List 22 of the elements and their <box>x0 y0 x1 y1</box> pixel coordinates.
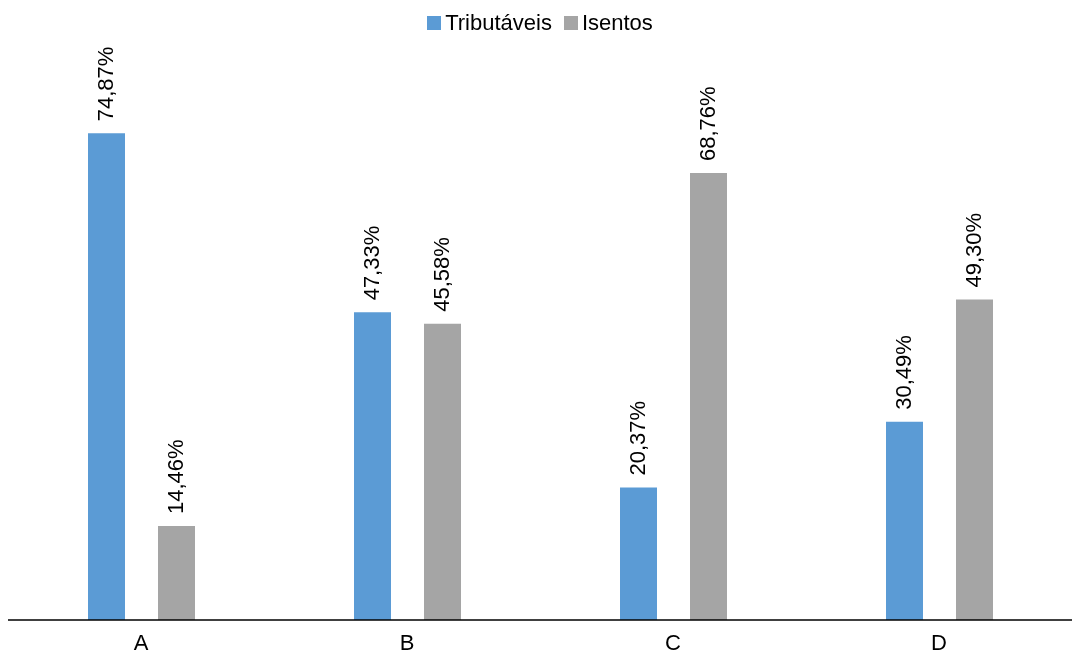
bar <box>690 173 727 620</box>
legend-label: Tributáveis <box>445 10 552 36</box>
x-tick-label: C <box>665 629 682 655</box>
data-label: 49,30% <box>961 212 987 288</box>
data-label: 45,58% <box>429 237 455 312</box>
bar <box>158 526 195 620</box>
bar <box>956 299 993 620</box>
bar <box>354 312 391 620</box>
data-label: 68,76% <box>695 86 721 162</box>
data-label: 14,46% <box>163 439 189 515</box>
data-label: 30,49% <box>891 335 917 410</box>
bar <box>620 487 657 620</box>
x-tick-label: A <box>133 629 149 655</box>
x-tick-label: B <box>399 629 415 655</box>
legend-label: Isentos <box>581 10 653 36</box>
bar <box>88 133 125 620</box>
bar <box>424 323 461 620</box>
data-label: 20,37% <box>625 400 651 476</box>
x-tick-label: D <box>931 629 947 655</box>
bar <box>886 421 923 620</box>
data-label: 74,87% <box>93 46 119 122</box>
data-label: 47,33% <box>359 225 385 301</box>
